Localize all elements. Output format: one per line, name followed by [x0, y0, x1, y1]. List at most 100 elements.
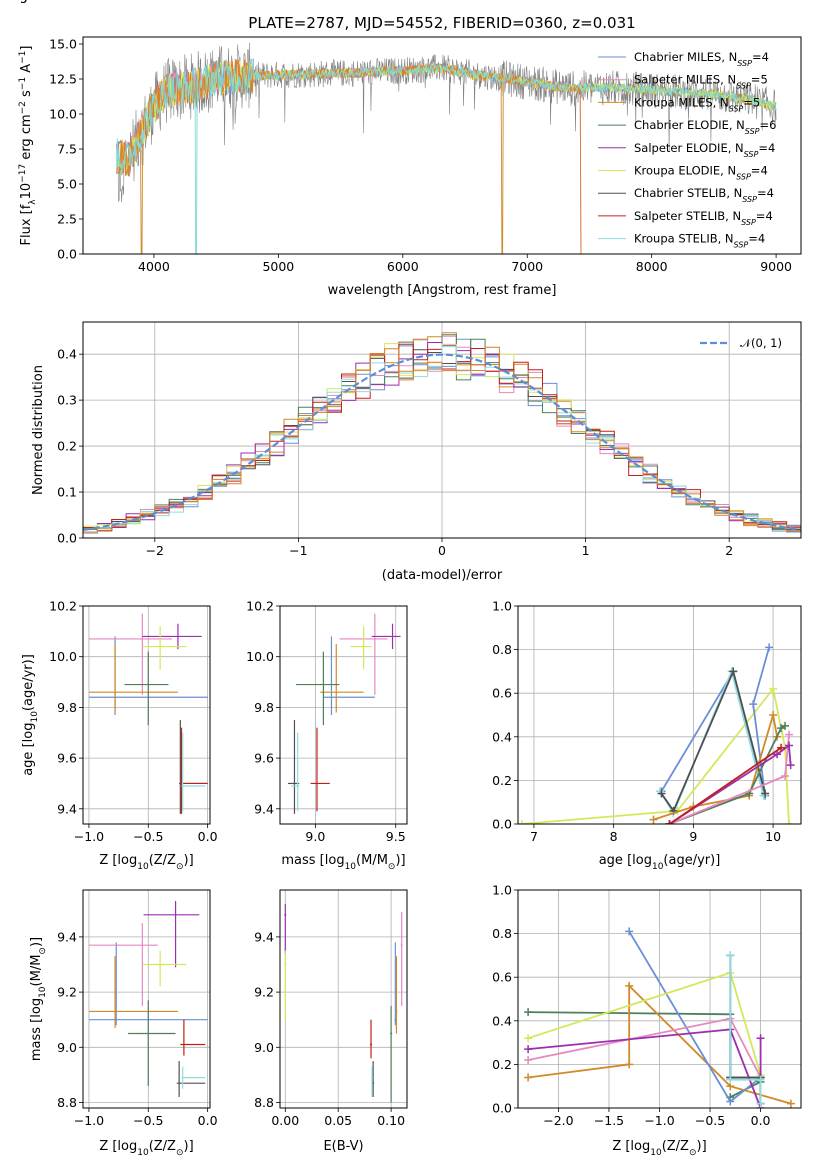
x-tick-label: 9.0: [305, 829, 325, 844]
point-marker: [773, 750, 782, 759]
legend-label: Kroupa MILES, NSSP=5: [634, 95, 760, 113]
y-tick-label: 0.6: [492, 686, 512, 701]
series-line: [660, 647, 770, 796]
point-marker: [665, 820, 674, 824]
series-line: [528, 1028, 762, 1108]
y-tick-label: 9.2: [254, 985, 274, 1000]
errorbar-point: [142, 626, 187, 670]
legend-label: Chabrier STELIB, NSSP=4: [634, 186, 774, 204]
x-tick-label: −2.0: [543, 1113, 573, 1128]
x-axis-label: Z [log10(Z/Z⊙)]: [99, 1139, 193, 1158]
panel-age-vs-Z: −1.0 −0.5 0.0 9.4 9.6 9.8 10.0 10.2 Z [log10(Z/Z…: [21, 599, 218, 873]
x-tick-label: −2: [146, 543, 164, 558]
y-tick-label: 0.4: [492, 1013, 512, 1028]
x-tick-label: 0.0: [198, 829, 218, 844]
point-marker: [756, 1034, 765, 1043]
point-marker: [625, 1060, 634, 1069]
point-marker: [726, 1097, 735, 1106]
errorbar-point: [291, 732, 300, 812]
x-tick-label: 0.0: [198, 1113, 218, 1128]
x-tick-label: 5000: [262, 259, 294, 274]
y-axis-label: Flux [fλ10−17 erg cm−2 s−1 A−1]: [18, 46, 38, 246]
y-tick-label: 0.2: [492, 1057, 512, 1072]
x-axis-label: Z [log10(Z/Z⊙)]: [612, 1139, 706, 1158]
plot-frame: [82, 321, 802, 539]
y-tick-label: 2.5: [57, 212, 77, 227]
y-tick-label: 10.0: [246, 649, 274, 664]
x-tick-label: −1.5: [594, 1113, 624, 1128]
x-tick-label: −1.0: [644, 1113, 674, 1128]
errorbar-point: [296, 651, 340, 726]
series-line: [527, 1017, 762, 1104]
y-tick-label: 9.6: [254, 751, 274, 766]
panel-mass-vs-EBV: 0.00 0.05 0.10 8.8 9.0 9.2 9.4 E(B-V): [254, 889, 408, 1154]
x-tick-label: 0.05: [324, 1113, 352, 1128]
y-tick-label: 9.8: [57, 700, 77, 715]
errorbar-point: [180, 1019, 206, 1056]
y-axis-label: age [log10(age/yr)]: [21, 654, 40, 776]
point-marker: [524, 1056, 533, 1065]
y-tick-label: 9.4: [254, 801, 274, 816]
point-marker: [777, 743, 786, 752]
y-tick-label: 1.0: [492, 883, 512, 898]
x-tick-label: 0.00: [271, 1113, 299, 1128]
panel-age-vs-mass: 9.0 9.5 9.4 9.6 9.8 10.0 10.2 mass [log10(M/M⊙)…: [246, 599, 408, 872]
x-tick-label: 4000: [138, 259, 170, 274]
point-marker: [625, 981, 634, 990]
x-tick-label: 2: [725, 543, 733, 558]
y-tick-label: 8.8: [254, 1095, 274, 1110]
point-marker: [657, 789, 666, 798]
x-axis-label: (data-model)/error: [382, 568, 503, 583]
plot-frame: [279, 889, 408, 1109]
x-tick-label: 0: [438, 543, 446, 558]
model-spectrum-line: [116, 59, 777, 254]
point-marker: [749, 700, 758, 709]
x-tick-label: −0.5: [695, 1113, 725, 1128]
legend-label: Chabrier ELODIE, NSSP=6: [634, 118, 776, 136]
plot-frame: [82, 605, 211, 825]
x-tick-label: −0.5: [133, 829, 163, 844]
x-tick-label: 7000: [511, 259, 543, 274]
y-tick-label: 9.2: [57, 985, 77, 1000]
y-tick-label: 10.2: [246, 599, 274, 614]
errorbars: [88, 613, 208, 814]
plot-frame: [517, 889, 802, 1109]
x-tick-label: 0.10: [377, 1113, 405, 1128]
mass-weight-series: [518, 684, 794, 824]
errorbar-point: [350, 626, 372, 670]
errorbar-point: [142, 950, 187, 987]
y-tick-label: 1.0: [492, 599, 512, 614]
x-axis-label: E(B-V): [323, 1139, 363, 1154]
x-tick-label: −1.0: [74, 1113, 104, 1128]
point-marker: [726, 951, 735, 960]
point-marker: [781, 721, 790, 730]
point-marker: [786, 1099, 795, 1108]
point-marker: [756, 1099, 765, 1108]
y-tick-label: 5.0: [57, 177, 77, 192]
errorbar-point: [181, 732, 206, 812]
histograms: [83, 332, 801, 534]
errorbar-point: [371, 1066, 374, 1097]
errorbar-point: [180, 727, 208, 814]
point-marker: [756, 1075, 765, 1084]
y-tick-label: 10.0: [49, 107, 77, 122]
y-tick-label: 9.0: [57, 1040, 77, 1055]
x-axis-label: wavelength [Angstrom, rest frame]: [328, 283, 557, 298]
errorbar-point: [390, 1005, 393, 1103]
errorbar-point: [310, 727, 330, 812]
mass-weight-series: [524, 1008, 765, 1102]
y-axis-label: mass weight: [0, 0, 41, 4]
x-tick-label: −0.5: [133, 1113, 163, 1128]
point-marker: [524, 1045, 533, 1054]
y-tick-label: 0.4: [492, 729, 512, 744]
x-axis-label: Z [log10(Z/Z⊙)]: [99, 853, 193, 872]
errorbar-point: [142, 623, 202, 650]
y-tick-label: 10.2: [49, 599, 77, 614]
y-tick-label: 9.6: [57, 751, 77, 766]
legend: Chabrier MILES, NSSP=4 Salpeter MILES, NS…: [598, 50, 776, 249]
mass-weight-series: [665, 743, 786, 824]
errorbar-point: [128, 1000, 176, 1086]
y-tick-label: 12.5: [49, 72, 77, 87]
point-marker: [649, 815, 658, 824]
